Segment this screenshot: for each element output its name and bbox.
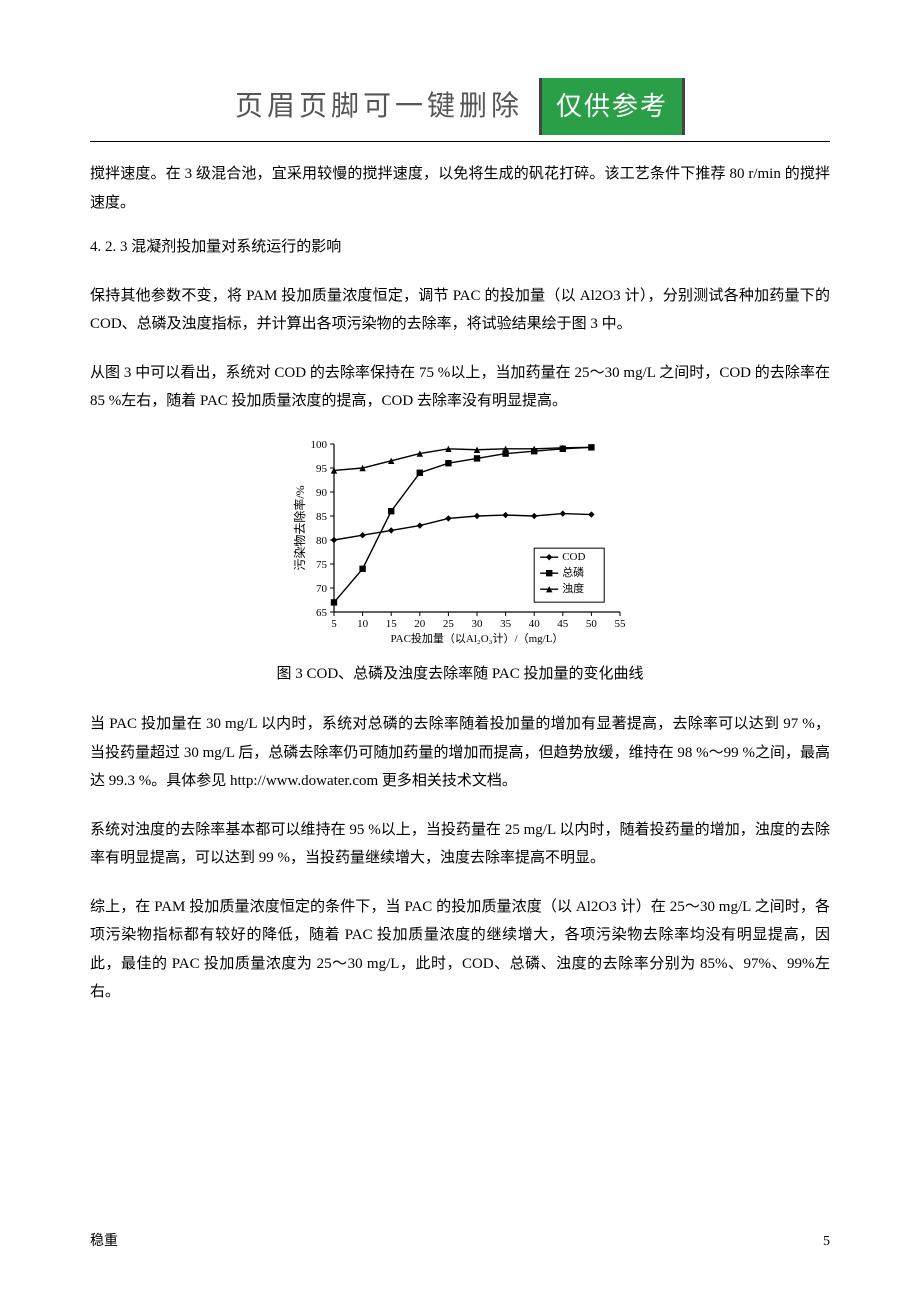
svg-text:20: 20 [414,618,426,630]
figure-3-caption: 图 3 COD、总磷及浊度去除率随 PAC 投加量的变化曲线 [90,660,830,689]
svg-text:COD: COD [562,551,585,563]
footer-page-number: 5 [823,1229,830,1256]
svg-text:100: 100 [311,439,328,451]
svg-text:95: 95 [316,463,328,475]
svg-text:80: 80 [316,535,328,547]
paragraph-2: 保持其他参数不变，将 PAM 投加质量浓度恒定，调节 PAC 的投加量（以 Al… [90,282,830,339]
page-footer: 稳重 5 [90,1229,830,1256]
svg-text:65: 65 [316,607,328,619]
heading-4-2-3: 4. 2. 3 混凝剂投加量对系统运行的影响 [90,233,830,262]
header-rule [90,141,830,142]
svg-text:50: 50 [586,618,598,630]
svg-text:15: 15 [386,618,398,630]
svg-text:浊度: 浊度 [562,581,584,595]
svg-text:85: 85 [316,511,328,523]
svg-text:污染物去除率/%: 污染物去除率/% [292,485,307,570]
svg-text:PAC投加量（以Al₂O₃计）/（mg/L）: PAC投加量（以Al₂O₃计）/（mg/L） [391,631,564,645]
svg-text:10: 10 [357,618,369,630]
page-header: 页眉页脚可一键删除 仅供参考 [90,78,830,135]
svg-text:5: 5 [331,618,337,630]
svg-text:40: 40 [529,618,541,630]
svg-text:总磷: 总磷 [562,565,584,579]
svg-text:70: 70 [316,583,328,595]
figure-3-chart: 5 10 15 20 25 30 35 40 45 50 55 65 70 75 80 85 90 95 100 PA… [90,436,830,646]
svg-text:90: 90 [316,487,328,499]
paragraph-4: 当 PAC 投加量在 30 mg/L 以内时，系统对总磷的去除率随着投加量的增加… [90,710,830,796]
header-badge: 仅供参考 [539,78,685,135]
line-chart-svg: 5 10 15 20 25 30 35 40 45 50 55 65 70 75 80 85 90 95 100 PA… [290,436,630,646]
svg-text:30: 30 [472,618,484,630]
svg-text:35: 35 [500,618,512,630]
svg-text:45: 45 [557,618,569,630]
paragraph-1: 搅拌速度。在 3 级混合池，宜采用较慢的搅拌速度，以免将生成的矾花打碎。该工艺条… [90,160,830,217]
svg-text:75: 75 [316,559,328,571]
header-title: 页眉页脚可一键删除 [235,80,523,133]
paragraph-3: 从图 3 中可以看出，系统对 COD 的去除率保持在 75 %以上，当加药量在 … [90,359,830,416]
paragraph-6: 综上，在 PAM 投加质量浓度恒定的条件下，当 PAC 的投加质量浓度（以 Al… [90,893,830,1007]
svg-text:55: 55 [615,618,627,630]
svg-text:25: 25 [443,618,455,630]
footer-left: 稳重 [90,1229,118,1256]
paragraph-5: 系统对浊度的去除率基本都可以维持在 95 %以上，当投药量在 25 mg/L 以… [90,816,830,873]
